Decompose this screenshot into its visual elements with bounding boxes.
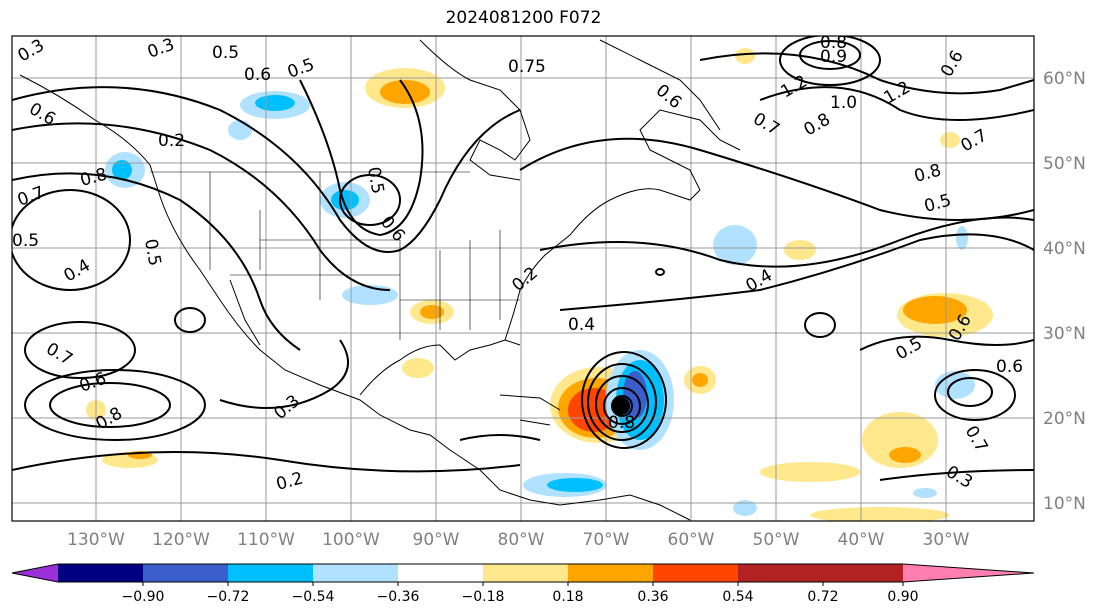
contour-label: 0.2 xyxy=(158,131,185,151)
colorbar-tick-label: −0.90 xyxy=(122,589,165,605)
colorbar-segment xyxy=(143,564,228,582)
map-panel: 0.3 0.3 0.5 0.6 0.5 0.75 0.6 0.9 0.8 1.2… xyxy=(12,33,1034,521)
storm-center-marker xyxy=(612,397,630,415)
contour-label: 0.5 xyxy=(140,237,164,267)
lat-label: 20°N xyxy=(1043,409,1086,429)
lon-label: 30°W xyxy=(923,530,970,550)
map-title: 2024081200 F072 xyxy=(445,8,602,28)
lon-label: 130°W xyxy=(67,530,125,550)
lat-label: 30°N xyxy=(1043,324,1086,344)
shaded-anomalies xyxy=(86,48,993,521)
colorbar-tick-label: 0.54 xyxy=(722,589,753,605)
colorbar-tick-label: −0.72 xyxy=(207,589,250,605)
lon-label: 100°W xyxy=(322,530,380,550)
contour-label: 0.9 xyxy=(820,47,847,67)
contour-label: 0.6 xyxy=(996,357,1023,377)
colorbar-tick-label: 0.72 xyxy=(807,589,838,605)
colorbar-extend-max xyxy=(903,564,1034,582)
lon-label: 110°W xyxy=(237,530,295,550)
lon-label: 80°W xyxy=(498,530,545,550)
lon-label: 50°W xyxy=(753,530,800,550)
contour-label: 0.5 xyxy=(363,165,387,195)
contour-label: 0.6 xyxy=(244,65,271,85)
coastlines xyxy=(19,39,741,521)
contours xyxy=(12,36,1034,481)
lat-label: 50°N xyxy=(1043,154,1086,174)
contour-label: 0.75 xyxy=(508,57,546,77)
colorbar-segment xyxy=(228,564,313,582)
lat-label: 10°N xyxy=(1043,494,1086,514)
lon-label: 90°W xyxy=(413,530,460,550)
contour-label: 0.8 xyxy=(820,33,847,53)
colorbar-tick-label: 0.18 xyxy=(552,589,583,605)
contour-label: 0.4 xyxy=(568,315,595,335)
colorbar-segment xyxy=(653,564,738,582)
colorbar-tick-label: 0.90 xyxy=(887,589,918,605)
colorbar-segment xyxy=(483,564,568,582)
lat-label: 60°N xyxy=(1043,69,1086,89)
latitude-labels: 60°N 50°N 40°N 30°N 20°N 10°N xyxy=(1043,69,1086,514)
lon-label: 40°W xyxy=(838,530,885,550)
state-borders xyxy=(150,171,520,340)
colorbar-extend-min xyxy=(12,564,58,582)
lon-label: 120°W xyxy=(152,530,210,550)
colorbar-tick-label: 0.36 xyxy=(637,589,668,605)
contour-label: 0.5 xyxy=(212,43,239,63)
contour-label: 0.5 xyxy=(12,231,39,251)
colorbar-tick-label: −0.18 xyxy=(462,589,505,605)
colorbar-segment xyxy=(568,564,653,582)
colorbar-segment xyxy=(58,564,143,582)
colorbar-segment xyxy=(398,564,483,582)
map-frame xyxy=(11,35,1035,522)
contour-label: 1.0 xyxy=(830,93,857,113)
colorbar: −0.90 −0.72 −0.54 −0.36 −0.18 0.18 0.36 … xyxy=(11,563,1035,605)
colorbar-tick-label: −0.54 xyxy=(292,589,335,605)
contour-label: 0.8 xyxy=(608,413,635,433)
lon-label: 60°W xyxy=(668,530,715,550)
colorbar-segment xyxy=(823,564,903,582)
colorbar-segment xyxy=(738,564,823,582)
lon-label: 70°W xyxy=(583,530,630,550)
lat-label: 40°N xyxy=(1043,239,1086,259)
longitude-labels: 130°W 120°W 110°W 100°W 90°W 80°W 70°W 6… xyxy=(67,530,970,550)
colorbar-segment xyxy=(313,564,398,582)
colorbar-tick-label: −0.36 xyxy=(377,589,420,605)
